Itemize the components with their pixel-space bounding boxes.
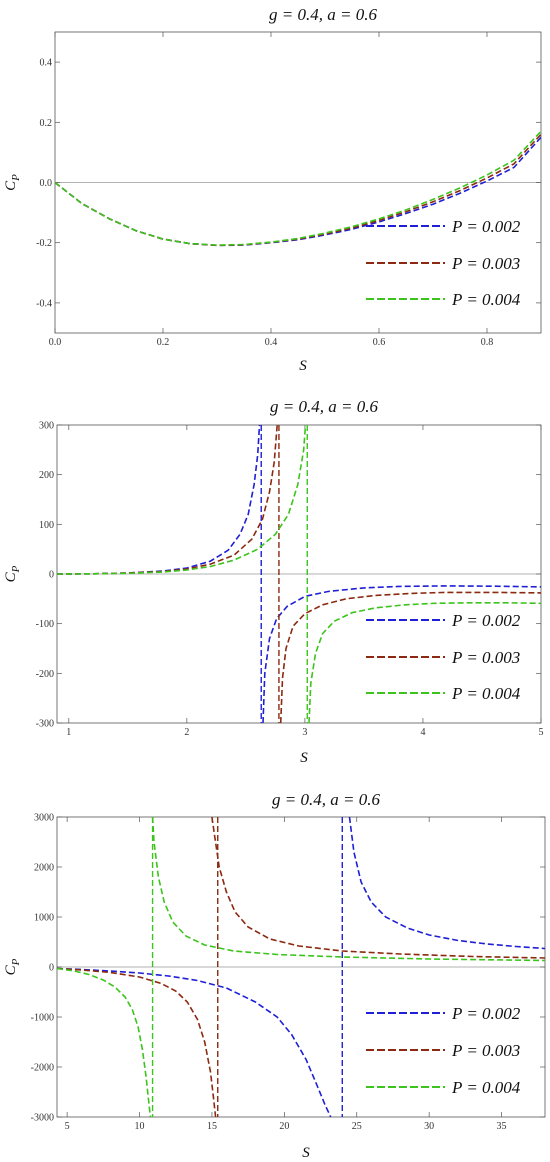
x-tick-label: 10 [135, 1121, 145, 1132]
series-line-2-right-branch [279, 591, 541, 723]
series-line-3-right-branch [151, 817, 545, 962]
x-axis-label: S [302, 1145, 310, 1161]
x-tick-label: 20 [279, 1121, 289, 1132]
series-line-1-left-branch [57, 967, 332, 1117]
x-tick-label: 30 [424, 1121, 434, 1132]
series-line-2-left-branch [57, 425, 278, 575]
series-line-1-right-branch [262, 585, 541, 723]
y-axis-label-sub: P [10, 565, 22, 573]
legend-label-3: P = 0.004 [451, 684, 521, 703]
chart-panel-3: 5 10 15 20 25 30 35 3000 2000 1000 0 -1000 -2000 -300… [3, 790, 546, 1161]
x-tick-label: 15 [207, 1121, 217, 1132]
y-tick-label: 3000 [34, 813, 54, 824]
series-line-2-left-branch [57, 967, 217, 1117]
y-tick-label: -100 [36, 619, 54, 630]
chart-title: g = 0.4, a = 0.6 [269, 5, 377, 24]
y-tick-label: -0.2 [36, 238, 52, 249]
y-axis-label-main: C [3, 571, 19, 582]
x-tick-label: 1 [66, 727, 71, 738]
legend-label-1: P = 0.002 [451, 217, 521, 236]
y-tick-label: -1000 [31, 1013, 54, 1024]
x-tick-label: 5 [65, 1121, 70, 1132]
x-tick-label: 0.8 [481, 337, 494, 348]
y-tick-label: 0 [49, 963, 54, 974]
x-tick-label: 0.4 [265, 337, 278, 348]
x-tick-label: 25 [352, 1121, 362, 1132]
legend-label-2: P = 0.003 [451, 254, 520, 273]
y-axis-label-main: C [3, 964, 19, 975]
series-line-3-left-branch [57, 425, 307, 575]
y-axis-label: CP [3, 565, 22, 582]
chart-panel-1: 0.0 0.2 0.4 0.6 0.8 0.4 0.2 0.0 -0.2 -0.4 g = 0.4,… [3, 5, 542, 374]
x-tick-label: 4 [420, 727, 425, 738]
y-tick-label: 1000 [34, 913, 54, 924]
chart-title: g = 0.4, a = 0.6 [270, 397, 378, 416]
legend-label-3: P = 0.004 [451, 1078, 521, 1097]
x-tick-label: 2 [184, 727, 189, 738]
series-line-1-left-branch [57, 425, 261, 575]
y-tick-label: -2000 [31, 1063, 54, 1074]
y-tick-label: 0.2 [40, 118, 53, 129]
y-tick-label: -0.4 [36, 298, 52, 309]
y-tick-label: -200 [36, 669, 54, 680]
series-line-3-right-branch [308, 602, 541, 723]
x-tick-label: 3 [302, 727, 307, 738]
y-tick-label: 300 [39, 421, 54, 432]
series-line-2-right-branch [211, 817, 545, 959]
y-tick-label: 0 [49, 570, 54, 581]
y-axis-label: CP [3, 958, 22, 975]
y-tick-label: 0.0 [40, 178, 53, 189]
x-axis-label: S [299, 358, 307, 374]
series-3 [57, 425, 541, 723]
legend-label-2: P = 0.003 [451, 1041, 520, 1060]
series-3 [55, 130, 541, 246]
x-tick-label: 0.0 [49, 337, 62, 348]
y-axis-label-sub: P [10, 174, 22, 182]
legend-label-2: P = 0.003 [451, 648, 520, 667]
legend-label-3: P = 0.004 [451, 290, 521, 309]
series-line-1-right-branch [348, 817, 545, 950]
x-tick-label: 5 [539, 727, 544, 738]
series-line-3-left-branch [57, 967, 152, 1117]
y-tick-label: 0.4 [40, 58, 53, 69]
y-tick-label: -300 [36, 719, 54, 730]
y-axis-label: CP [3, 174, 22, 191]
series-line-3 [55, 130, 541, 246]
y-tick-label: 100 [39, 520, 54, 531]
chart-title: g = 0.4, a = 0.6 [272, 790, 380, 809]
x-tick-label: 0.2 [157, 337, 170, 348]
chart-panel-2: 1 2 3 4 5 300 200 100 0 -100 -200 -300 g = 0.4, a = … [3, 397, 544, 766]
y-tick-label: -3000 [31, 1113, 54, 1124]
legend-label-1: P = 0.002 [451, 1004, 521, 1023]
y-tick-label: 2000 [34, 863, 54, 874]
x-tick-label: 35 [497, 1121, 507, 1132]
series-3 [57, 817, 545, 1117]
x-tick-label: 0.6 [373, 337, 386, 348]
series-1 [57, 817, 545, 1117]
y-axis-label-sub: P [10, 958, 22, 966]
y-tick-label: 200 [39, 470, 54, 481]
legend-label-1: P = 0.002 [451, 611, 521, 630]
y-axis-label-main: C [3, 180, 19, 191]
series-2 [57, 817, 545, 1117]
x-axis-label: S [300, 750, 308, 766]
